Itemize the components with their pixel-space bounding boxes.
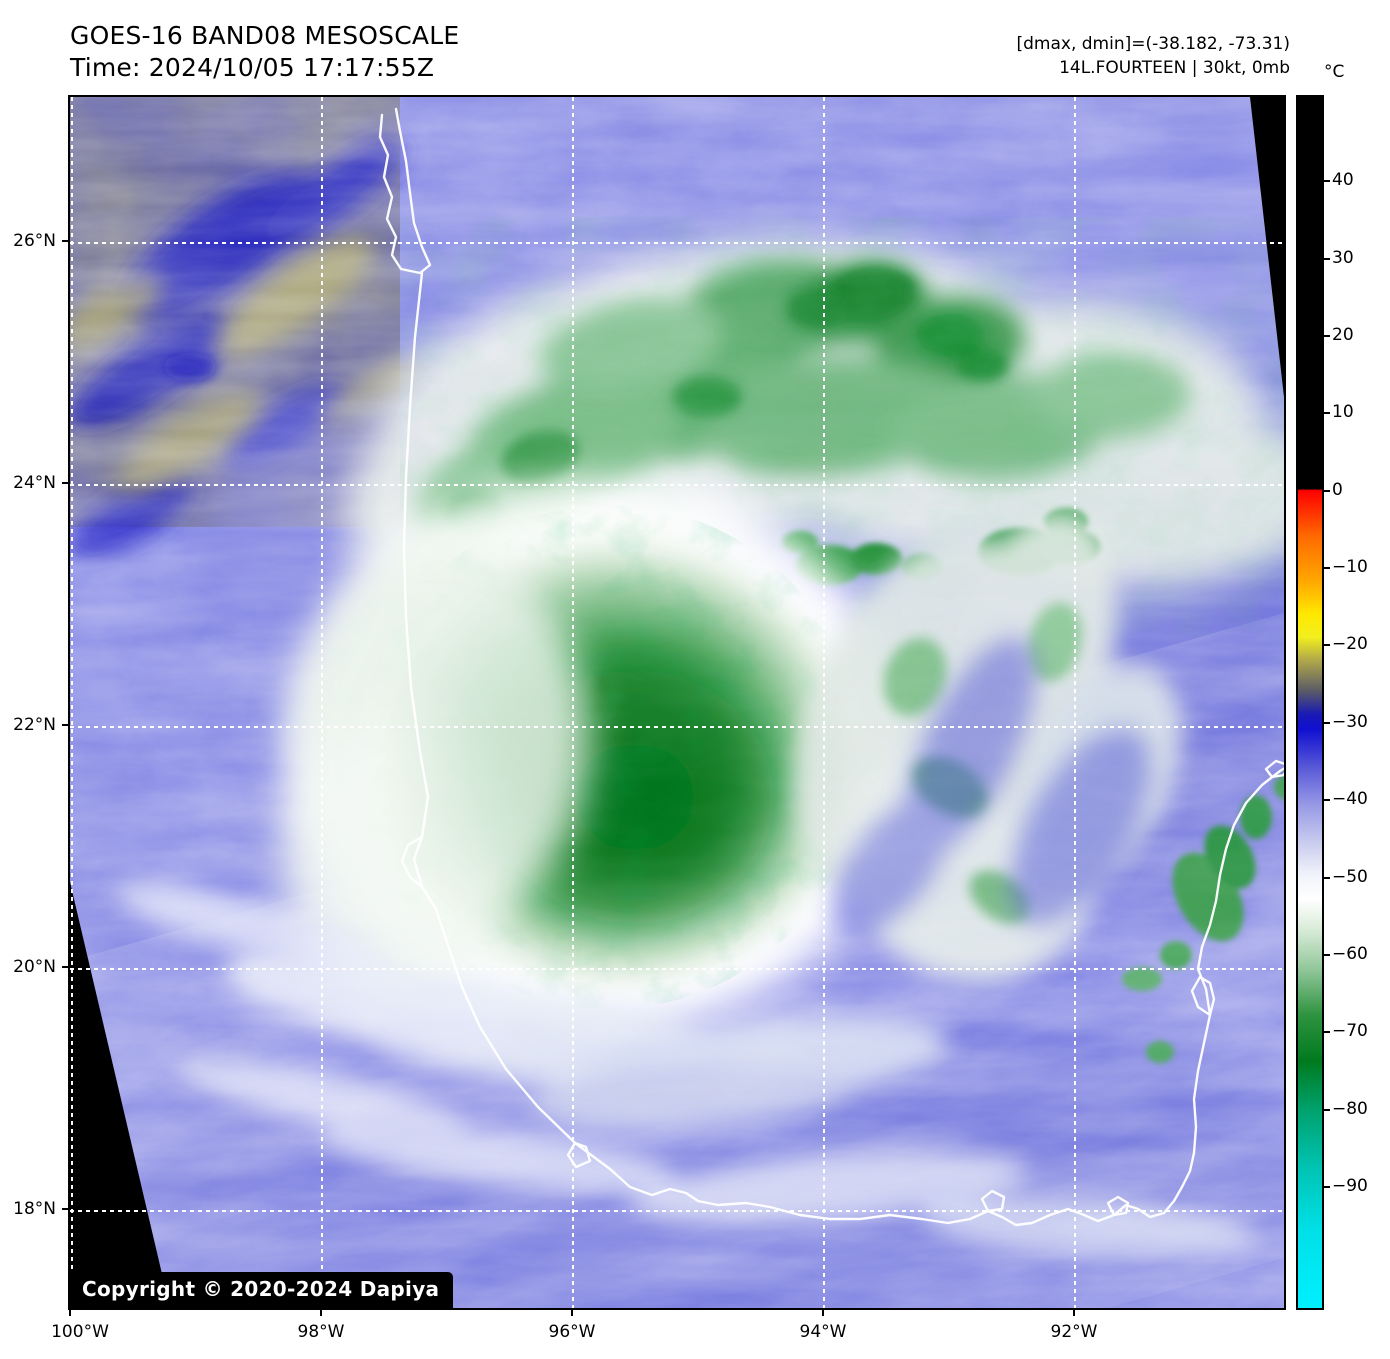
xtick-label-100w: 100°W [51,1322,109,1342]
xtick-mark [69,1310,71,1316]
product-title: GOES-16 BAND08 MESOSCALE [70,21,460,50]
ytick-mark [62,1208,68,1210]
colorbar-tick-mark [1324,489,1330,492]
colorbar-tick-label-minus20: −20 [1332,634,1368,655]
colorbar-tick-label-30: 30 [1332,247,1354,268]
xtick-mark [571,1310,573,1316]
xtick-mark [1073,1310,1075,1316]
ytick-mark [62,724,68,726]
gridline-lat-26n [70,242,1284,244]
ytick-mark [62,240,68,242]
colorbar-tick-label-minus40: −40 [1332,789,1368,810]
colorbar-tick-mark [1324,412,1330,415]
colorbar-tick-mark [1324,334,1330,337]
ytick-label-24n: 24°N [13,473,56,493]
ytick-mark [62,966,68,968]
ytick-label-20n: 20°N [13,957,56,977]
colorbar-tick-mark [1324,1108,1330,1111]
colorbar-tick-label-minus30: −30 [1332,711,1368,732]
copyright-label: Copyright © 2020-2024 Dapiya [70,1272,454,1308]
ytick-label-18n: 18°N [13,1199,56,1219]
colorbar-tick-label-0: 0 [1332,479,1343,500]
timestamp-label: Time: 2024/10/05 17:17:55Z [70,53,435,82]
ytick-label-22n: 22°N [13,715,56,735]
colorbar-gradient [1298,97,1322,1308]
gridline-lat-22n [70,726,1284,728]
gridline-lon-98w [321,97,323,1308]
xtick-mark [320,1310,322,1316]
colorbar-tick-mark [1324,257,1330,260]
gridline-lat-24n [70,484,1284,486]
xtick-label-96w: 96°W [548,1322,596,1342]
gridline-lat-20n [70,968,1284,970]
colorbar-tick-label-minus50: −50 [1332,866,1368,887]
colorbar-tick-label-20: 20 [1332,324,1354,345]
colorbar-tick-label-minus70: −70 [1332,1021,1368,1042]
ytick-mark [62,482,68,484]
gridline-lon-94w [823,97,825,1308]
satellite-imagery [70,97,1284,1308]
colorbar-tick-mark [1324,644,1330,647]
xtick-label-98w: 98°W [297,1322,345,1342]
data-minmax-label: [dmax, dmin]=(-38.182, -73.31) [1016,34,1291,54]
colorbar-tick-mark [1324,1186,1330,1189]
storm-info-label: 14L.FOURTEEN | 30kt, 0mb [1059,58,1290,78]
xtick-mark [822,1310,824,1316]
colorbar-tick-mark [1324,1031,1330,1034]
colorbar-tick-mark [1324,721,1330,724]
colorbar-unit-label: °C [1324,62,1345,82]
xtick-label-92w: 92°W [1050,1322,1098,1342]
colorbar-tick-label-10: 10 [1332,402,1354,423]
gridline-lon-92w [1074,97,1076,1308]
colorbar-tick-mark [1324,954,1330,956]
gridline-lat-18n [70,1210,1284,1212]
colorbar-tick-label-minus80: −80 [1332,1098,1368,1119]
xtick-label-94w: 94°W [799,1322,847,1342]
colorbar-tick-label-minus90: −90 [1332,1176,1368,1197]
colorbar [1296,95,1324,1310]
colorbar-tick-mark [1324,180,1330,183]
satellite-image-plot: Copyright © 2020-2024 Dapiya [68,95,1286,1310]
colorbar-tick-label-minus10: −10 [1332,557,1368,578]
colorbar-tick-mark [1324,876,1330,879]
colorbar-tick-label-40: 40 [1332,170,1354,191]
plot-inner: Copyright © 2020-2024 Dapiya [70,97,1284,1308]
colorbar-tick-label-minus60: −60 [1332,944,1368,964]
gridline-lon-96w [572,97,574,1308]
metadata-block: [dmax, dmin]=(-38.182, -73.31) 14L.FOURT… [1017,32,1291,80]
colorbar-tick-mark [1324,567,1330,570]
page-title: GOES-16 BAND08 MESOSCALE Time: 2024/10/0… [70,20,459,84]
gridline-lon-100w [71,97,73,1308]
ytick-label-26n: 26°N [13,231,56,251]
colorbar-tick-mark [1324,799,1330,802]
